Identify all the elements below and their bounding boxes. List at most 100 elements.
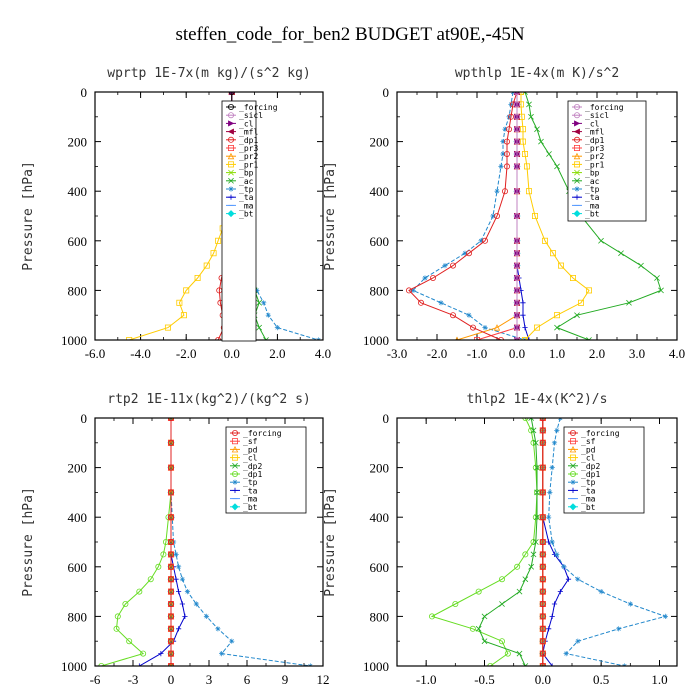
y-tick-label: 200: [370, 461, 390, 476]
data-point-dp2: [532, 439, 539, 446]
data-point-dp2: [516, 650, 523, 657]
x-tick-label: -3.0: [387, 346, 408, 361]
x-tick-label: -6: [90, 672, 101, 687]
legend-marker: [227, 112, 234, 119]
data-point-ta: [551, 601, 558, 607]
data-point-dp2: [481, 638, 488, 645]
plot-frame: [94, 91, 324, 341]
legend-label: _bt: [581, 503, 596, 512]
y-tick-label: 1000: [363, 659, 389, 674]
y-tick-label: 800: [68, 283, 88, 298]
data-point-forcing: [167, 588, 174, 595]
data-point-pr1: [520, 138, 527, 145]
data-point-tp: [442, 263, 448, 269]
data-point-forcing: [167, 638, 174, 645]
data-point-ac: [586, 337, 592, 340]
legend-marker: [570, 438, 577, 445]
y-tick-label: 400: [68, 184, 88, 199]
data-point-pr1: [578, 299, 585, 306]
legend-label: _dp1: [581, 470, 600, 479]
data-point-tp: [502, 126, 508, 132]
data-point-forcing: [168, 663, 174, 666]
x-tick-label: -1.0: [467, 346, 488, 361]
x-tick-label: 3: [206, 672, 213, 687]
data-point-forcing: [539, 663, 546, 666]
data-point-dp2: [534, 464, 540, 471]
legend-label: _dp1: [585, 136, 604, 145]
plot-frame: [396, 417, 678, 667]
data-point-pr1: [570, 274, 577, 281]
series-line-dp1: [408, 92, 518, 340]
y-tick-label: 0: [383, 411, 390, 426]
legend-marker: [228, 186, 234, 192]
legend-label: _pr3: [585, 144, 604, 153]
data-point-ta: [549, 613, 555, 619]
x-tick-label: 2.0: [269, 346, 285, 361]
data-point-tp: [563, 651, 569, 657]
data-point-dp1: [428, 613, 435, 620]
y-axis-label: Pressure [hPa]: [323, 487, 338, 597]
data-point-dp1: [503, 163, 510, 170]
data-point-forcing: [167, 650, 174, 657]
x-tick-label: 6: [244, 672, 251, 687]
data-point-tp: [184, 589, 191, 595]
legend-label: _ma: [585, 201, 600, 210]
data-point-dp1: [98, 663, 105, 666]
x-tick-label: 3.0: [629, 346, 645, 361]
legend-label: _forcing: [239, 103, 278, 112]
data-point-forcing: [514, 212, 521, 219]
y-tick-label: 600: [68, 560, 88, 575]
data-point-forcing: [539, 464, 546, 471]
legend-label: _tp: [239, 185, 254, 194]
data-point-ta: [546, 626, 552, 632]
y-tick-label: 200: [68, 461, 88, 476]
figure-title: steffen_code_for_ben2 BUDGET at90E,-45N: [175, 24, 524, 45]
y-tick-label: 400: [370, 184, 390, 199]
legend-marker: [227, 210, 235, 218]
series-line-dp2: [478, 418, 538, 666]
data-point-ta: [565, 576, 572, 582]
data-point-forcing: [514, 250, 521, 257]
data-point-dp1: [532, 464, 539, 471]
data-point-ta: [520, 312, 526, 318]
legend-label: _tp: [243, 478, 258, 487]
legend-marker: [231, 438, 238, 445]
data-point-dp1: [429, 274, 436, 281]
data-point-dp1: [503, 138, 510, 145]
x-tick-label: -0.5: [474, 672, 495, 687]
x-tick-label: 4.0: [315, 346, 331, 361]
panel-2: wpthlp 1E-4x(m K)/s^2 Pressure [hPa] -3.0 -…: [323, 66, 685, 361]
data-point-tp: [173, 551, 179, 557]
legend-label: _pr1: [585, 160, 604, 169]
legend-label: _dp1: [243, 470, 262, 479]
data-point-dp1: [449, 312, 456, 319]
legend-marker: [227, 152, 235, 160]
legend-label: _cl: [239, 119, 254, 128]
data-point-tp: [551, 440, 558, 446]
legend-label: _mfl: [585, 128, 604, 137]
data-point-tp: [490, 213, 496, 219]
x-tick-label: 1.0: [549, 346, 565, 361]
legend-marker: [573, 128, 580, 135]
data-point-forcing: [514, 287, 521, 294]
x-tick-label: -3: [128, 672, 139, 687]
data-point-dp1: [452, 601, 459, 608]
legend-marker: [232, 462, 238, 469]
data-point-forcing: [167, 489, 174, 496]
data-point-forcing: [539, 576, 546, 583]
legend-marker: [227, 144, 234, 151]
data-point-forcing: [167, 464, 174, 471]
y-tick-label: 800: [370, 609, 390, 624]
panel-title: wprtp 1E-7x(m kg)/(s^2 kg): [107, 66, 311, 81]
data-point-forcing: [514, 274, 521, 281]
x-tick-label: -4.0: [130, 346, 151, 361]
panel-title: wpthlp 1E-4x(m K)/s^2: [455, 66, 619, 81]
data-point-ta: [549, 663, 555, 666]
legend-label: _pd: [243, 445, 258, 454]
data-point-dp1: [136, 588, 143, 595]
data-point-dp1: [147, 576, 154, 583]
data-point-forcing: [539, 613, 546, 620]
x-tick-label: 9: [282, 672, 289, 687]
data-point-forcing: [539, 625, 546, 632]
data-point-tp: [410, 287, 416, 293]
